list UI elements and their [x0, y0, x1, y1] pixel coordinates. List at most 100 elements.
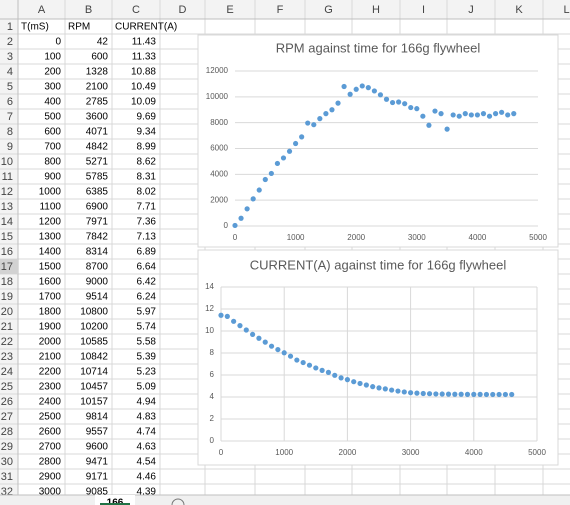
x-tick-label: 3000	[402, 448, 420, 457]
cell-value: 8.31	[137, 172, 157, 183]
data-point	[365, 85, 371, 91]
column-heading: T(mS)	[21, 22, 49, 33]
cell-value: 6.42	[137, 277, 157, 288]
cell-value: 2100	[86, 82, 109, 93]
data-point	[238, 215, 244, 221]
cell-value: 1900	[39, 322, 62, 333]
data-point	[335, 100, 341, 106]
cell-value: 600	[44, 127, 61, 138]
cell-value: 9514	[86, 292, 109, 303]
cell-value: 9171	[86, 472, 109, 483]
data-point	[256, 187, 262, 193]
y-tick-label: 10	[205, 326, 214, 335]
cell-value: 10.09	[131, 97, 156, 108]
data-point	[483, 391, 490, 398]
cell-value: 5.58	[137, 337, 157, 348]
data-point	[377, 92, 384, 98]
cell-value: 7.71	[137, 202, 157, 213]
data-point	[262, 339, 268, 345]
cell-value: 5271	[86, 157, 109, 168]
x-tick-label: 4000	[469, 233, 487, 242]
data-point	[313, 365, 319, 371]
y-tick-label: 10000	[206, 92, 229, 101]
cell-value: 5.23	[137, 367, 157, 378]
row-number: 31	[1, 471, 13, 483]
cell-value: 1400	[39, 247, 62, 258]
cell-value: 1700	[39, 292, 62, 303]
y-tick-label: 14	[205, 282, 214, 291]
cell-value: 9600	[86, 442, 109, 453]
cell-value: 2400	[39, 397, 62, 408]
row-number: 7	[7, 111, 13, 123]
cell-value: 6.24	[137, 292, 157, 303]
row-number: 27	[1, 411, 13, 423]
cell-value: 7.36	[137, 217, 157, 228]
data-point	[474, 112, 480, 118]
y-tick-label: 2000	[210, 195, 228, 204]
data-point	[243, 327, 249, 333]
cell-value: 5.97	[137, 307, 157, 318]
data-point	[353, 86, 359, 92]
y-tick-label: 6	[210, 370, 215, 379]
data-point	[408, 104, 414, 111]
cell-value: 4842	[86, 142, 109, 153]
data-point	[462, 111, 468, 117]
data-point	[275, 346, 281, 353]
data-point	[499, 109, 505, 115]
cell-value: 8.62	[137, 157, 157, 168]
row-number: 10	[1, 156, 13, 168]
cell-value: 9557	[86, 427, 109, 438]
cell-value: 10714	[80, 367, 108, 378]
data-point	[244, 206, 250, 212]
cell-value: 2800	[39, 457, 62, 468]
row-number: 9	[7, 141, 13, 153]
row-number: 6	[7, 96, 13, 108]
cell-value: 4.83	[137, 412, 157, 423]
row-number: 25	[1, 381, 13, 393]
data-point	[250, 331, 256, 338]
row-number: 16	[1, 246, 13, 258]
cell-value: 2900	[39, 472, 62, 483]
column-letter: I	[422, 4, 425, 16]
chart-title: RPM against time for 166g flywheel	[276, 40, 481, 55]
cell-value: 2100	[39, 352, 62, 363]
data-point	[438, 111, 444, 117]
cell-value: 9814	[86, 412, 109, 423]
data-point	[444, 126, 450, 132]
data-point	[471, 391, 477, 397]
column-letter: B	[85, 4, 92, 16]
data-point	[300, 359, 306, 366]
data-point	[502, 391, 508, 398]
data-point	[414, 106, 420, 112]
cell-value: 6385	[86, 187, 109, 198]
cell-value: 500	[44, 112, 61, 123]
data-point	[402, 101, 408, 107]
data-point	[511, 111, 517, 117]
data-point	[329, 107, 335, 113]
cell-value: 900	[44, 172, 61, 183]
row-number: 22	[1, 336, 13, 348]
cell-value: 4.46	[137, 472, 157, 483]
column-letter: K	[515, 4, 523, 16]
data-point	[426, 391, 433, 397]
data-point	[382, 386, 388, 392]
data-point	[317, 116, 323, 122]
data-point	[480, 111, 487, 117]
data-point	[486, 113, 493, 119]
cell-value: 9471	[86, 457, 109, 468]
cell-value: 9085	[86, 487, 109, 498]
data-point	[268, 343, 275, 349]
row-number: 19	[1, 291, 13, 303]
data-point	[250, 196, 256, 202]
row-number: 14	[1, 216, 13, 228]
cell-value: 1300	[39, 232, 62, 243]
cell-value: 2700	[39, 442, 62, 453]
data-point	[456, 113, 462, 119]
cell-value: 4.63	[137, 442, 157, 453]
cell-value: 700	[44, 142, 61, 153]
cell-value: 10200	[80, 322, 108, 333]
data-point	[450, 112, 456, 118]
data-point	[281, 350, 287, 356]
data-point	[344, 377, 350, 383]
data-point	[224, 313, 230, 319]
